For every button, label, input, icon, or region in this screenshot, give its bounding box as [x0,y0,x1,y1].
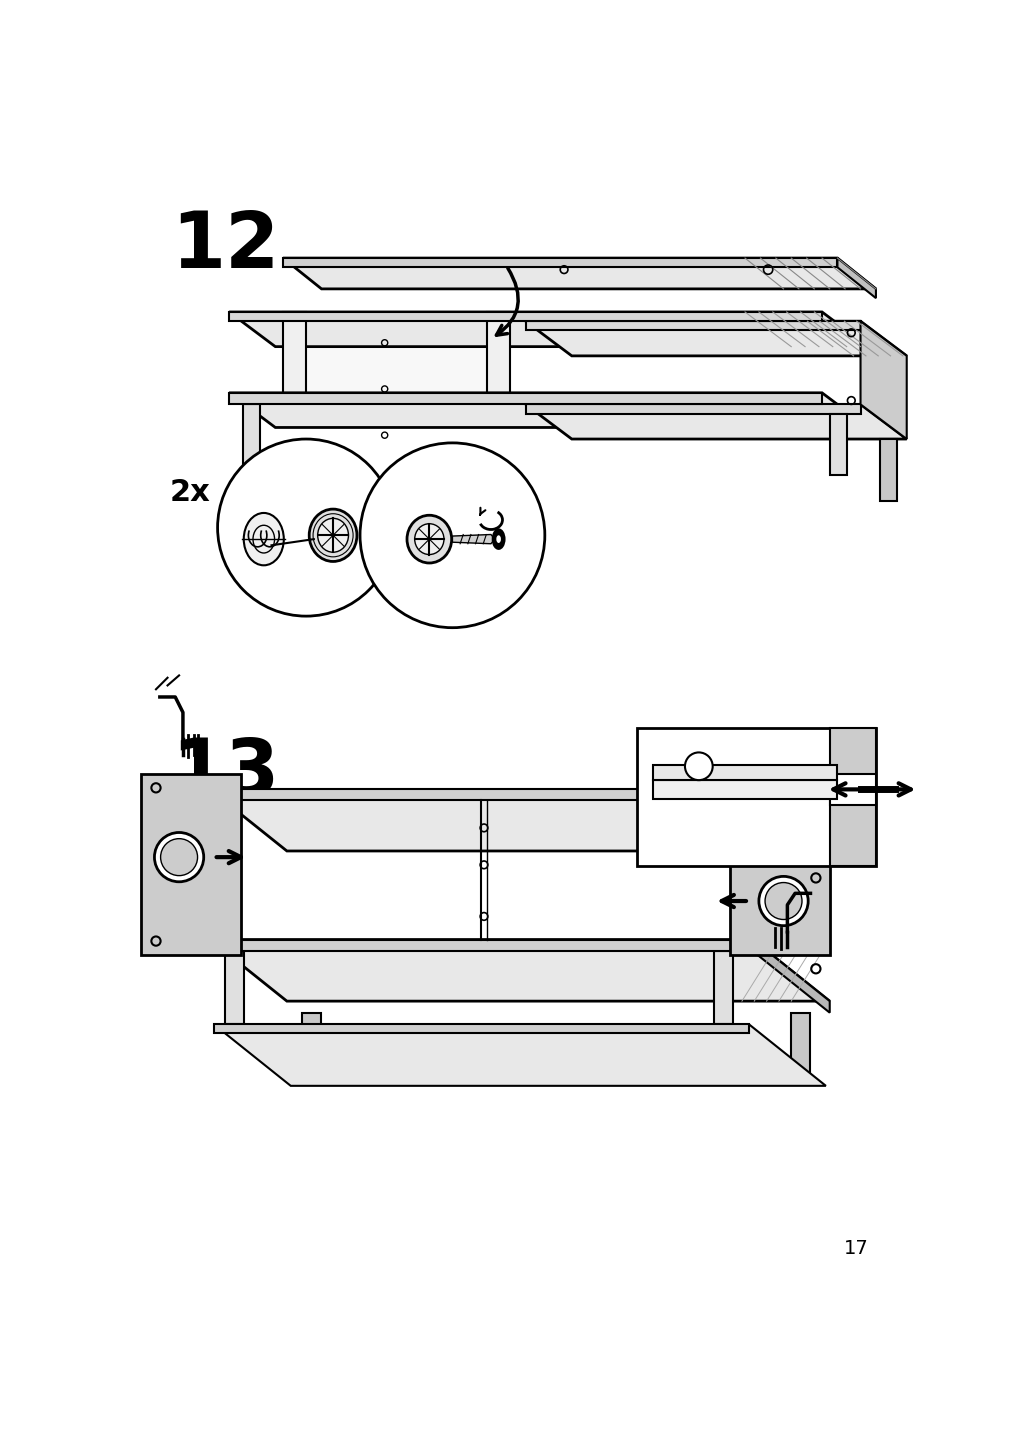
Polygon shape [829,727,876,866]
Polygon shape [859,321,906,440]
Polygon shape [283,312,305,392]
Text: 13: 13 [171,736,279,812]
Polygon shape [729,800,829,955]
Polygon shape [228,392,821,404]
Ellipse shape [406,516,451,563]
Polygon shape [486,312,510,392]
Polygon shape [228,312,821,321]
Polygon shape [283,258,876,289]
Circle shape [161,839,197,875]
Polygon shape [525,321,859,331]
Polygon shape [209,789,752,800]
Polygon shape [452,534,494,544]
Ellipse shape [244,513,283,566]
Ellipse shape [309,510,357,561]
Polygon shape [213,1024,825,1085]
Text: 17: 17 [842,1239,867,1257]
Circle shape [764,882,801,919]
Polygon shape [714,951,732,1024]
Ellipse shape [415,524,444,554]
Polygon shape [302,1012,320,1078]
Polygon shape [652,765,837,780]
Text: 10069936: 10069936 [280,493,355,508]
Polygon shape [879,440,896,501]
Polygon shape [243,404,260,465]
Polygon shape [228,312,867,347]
Polygon shape [829,414,846,475]
Polygon shape [283,258,837,268]
Polygon shape [752,789,829,862]
Circle shape [217,440,394,616]
Polygon shape [213,1024,748,1034]
Polygon shape [141,773,241,955]
Bar [637,727,876,866]
Text: 2x: 2x [169,478,209,507]
Circle shape [360,442,544,627]
Circle shape [155,832,203,882]
Polygon shape [209,939,752,951]
Circle shape [758,876,808,925]
Polygon shape [283,312,486,392]
Polygon shape [652,780,837,799]
Polygon shape [791,1012,809,1078]
Circle shape [684,752,712,780]
Polygon shape [209,789,829,851]
Polygon shape [525,404,859,414]
Ellipse shape [317,518,348,553]
Polygon shape [209,939,829,1001]
Polygon shape [228,392,867,428]
Polygon shape [225,951,244,1024]
Text: 10078589: 10078589 [280,507,355,521]
Polygon shape [525,404,906,440]
Polygon shape [837,258,876,298]
Polygon shape [752,939,829,1012]
Ellipse shape [495,536,500,543]
Text: 12: 12 [171,208,279,284]
Ellipse shape [491,528,506,550]
Polygon shape [829,773,876,805]
Polygon shape [525,321,906,357]
